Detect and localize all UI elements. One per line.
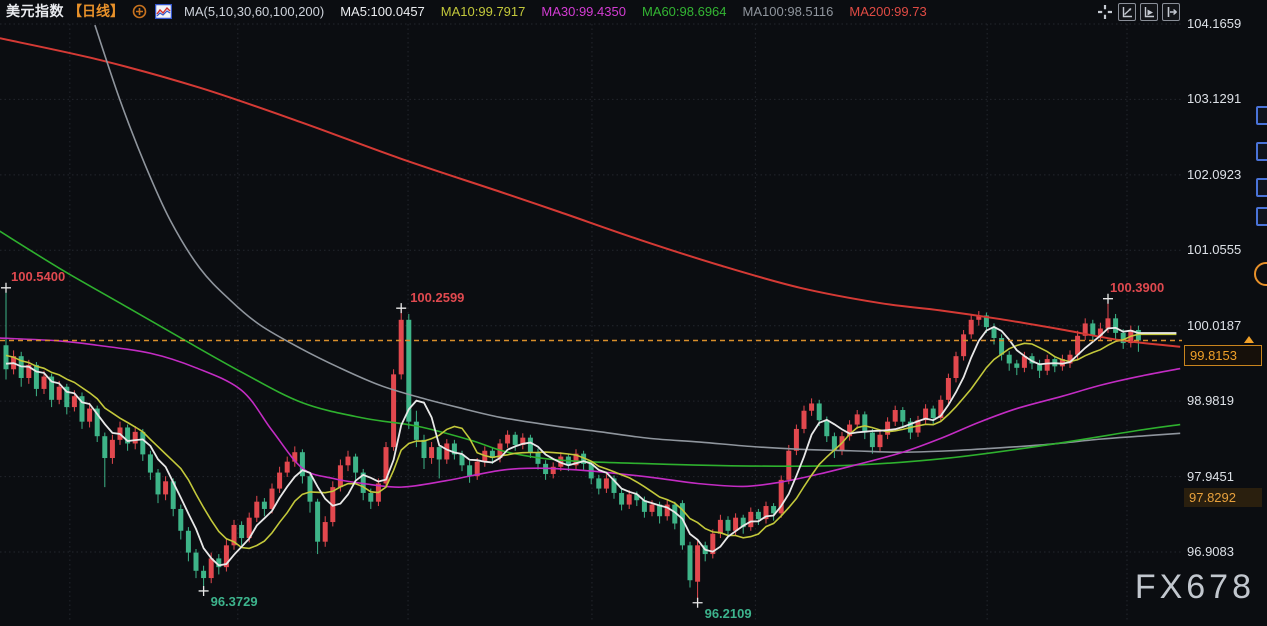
exit-chart-button[interactable] (1162, 3, 1180, 21)
ma-legend-ma60: MA60:98.6964 (641, 3, 727, 19)
timeframe-label[interactable]: 【日线】 (68, 3, 124, 19)
clipped-right-panel-icon[interactable] (1256, 106, 1267, 125)
ma10-line (5, 333, 1177, 550)
watermark: FX678 (1134, 568, 1255, 606)
add-indicator-icon[interactable] (132, 4, 147, 19)
high-price-annotation: 100.3900 (1110, 279, 1165, 295)
y-axis-label: 96.9083 (1187, 544, 1234, 559)
clipped-right-panel-icon[interactable] (1256, 178, 1267, 197)
chart-toolbar (1096, 3, 1180, 21)
low-price-annotation: 96.3729 (210, 593, 258, 609)
ma-legend: MA(5,10,30,60,100,200) MA5:100.0457 MA10:9… (184, 4, 927, 19)
ma5-line (5, 325, 1177, 567)
ma-legend-ma-group: MA(5,10,30,60,100,200) (184, 3, 325, 19)
ma-legend-ma5: MA5:100.0457 (340, 3, 425, 19)
y-axis-label: 102.0923 (1187, 166, 1242, 182)
indicator-chart-button[interactable] (1140, 3, 1158, 21)
ma200-line (0, 37, 1181, 348)
y-axis-label: 101.0555 (1187, 242, 1242, 258)
high-marker-icon (396, 303, 407, 314)
high-marker-icon (1, 282, 11, 293)
y-axis-label: 97.9451 (1187, 468, 1234, 484)
price-up-arrow-icon (1244, 335, 1254, 343)
ma-legend-ma200: MA200:99.73 (849, 3, 927, 19)
y-axis-label: 103.1291 (1187, 91, 1242, 107)
high-marker-icon (1103, 293, 1113, 304)
ma-legend-ma100: MA100:98.5116 (742, 3, 834, 19)
current-price-badge: 99.8153 (1184, 344, 1262, 366)
high-price-annotation: 100.5400 (11, 268, 66, 284)
clipped-right-panel-icon[interactable] (1256, 142, 1267, 161)
ma100-line (94, 24, 1181, 454)
y-axis-label: 104.1659 (1187, 16, 1242, 31)
crosshair-tool-button[interactable] (1096, 3, 1114, 21)
y-axis-label: 100.0187 (1187, 317, 1242, 333)
instrument-title: 美元指数 (6, 3, 64, 19)
clipped-right-panel-icon[interactable] (1254, 262, 1267, 286)
high-price-annotation: 100.2599 (410, 290, 465, 306)
y-axis-label: 98.9819 (1187, 393, 1234, 409)
gridlines (0, 23, 1182, 620)
ma-legend-ma10: MA10:99.7917 (440, 3, 526, 19)
axis-chart-button[interactable] (1118, 3, 1136, 21)
secondary-price-badge: 97.8292 (1184, 488, 1262, 507)
ma-legend-ma30: MA30:99.4350 (541, 3, 626, 19)
low-price-annotation: 96.2109 (704, 605, 752, 621)
chart-header: 美元指数 【日线】 MA(5,10,30,60,100,200) MA5:100.… (0, 0, 1267, 22)
mini-chart-icon[interactable] (155, 3, 172, 19)
clipped-right-panel-icon[interactable] (1256, 207, 1267, 226)
low-marker-icon (198, 585, 209, 596)
low-marker-icon (692, 597, 703, 608)
